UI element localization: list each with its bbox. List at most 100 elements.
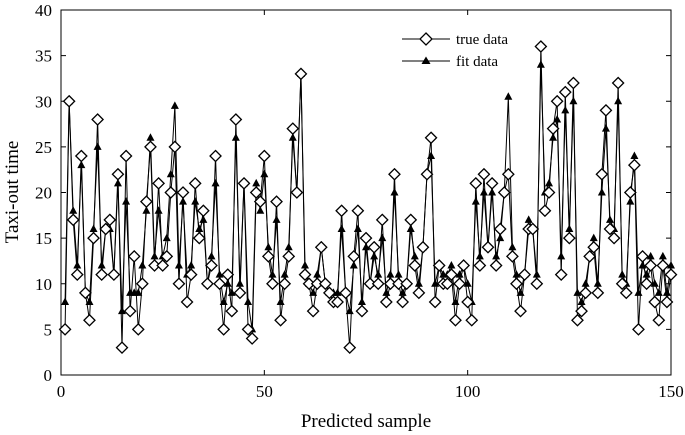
fit-data-point (73, 261, 82, 269)
fit-data-point (597, 188, 606, 196)
fit-data-point (313, 270, 322, 278)
x-tick-label: 50 (256, 382, 273, 401)
true-data-point (270, 195, 283, 209)
x-tick-label: 150 (658, 382, 684, 401)
fit-data-point (370, 251, 379, 260)
true-data-point (481, 240, 495, 254)
true-data-point (318, 277, 332, 291)
y-tick-label: 0 (44, 366, 53, 385)
legend-diamond-marker (419, 32, 433, 46)
series-layer (58, 40, 678, 355)
true-data-point (257, 149, 271, 163)
true-data-point (135, 277, 149, 291)
fit-data-point (557, 251, 566, 260)
fit-data-point (174, 261, 183, 269)
true-data-point (229, 113, 243, 126)
true-data-point (412, 286, 426, 300)
fit-data-point (85, 297, 94, 305)
fit-data-point (650, 279, 659, 287)
fit-data-point (455, 270, 464, 278)
y-tick-label: 20 (35, 184, 52, 203)
series-line-fit-data (64, 64, 672, 330)
true-data-point (127, 249, 141, 263)
x-tick-label: 100 (455, 382, 481, 401)
fit-data-point (333, 288, 342, 296)
fit-data-point (349, 261, 358, 269)
true-data-point (225, 304, 239, 318)
legend-label-fit-data: fit data (456, 54, 498, 70)
true-data-point (156, 259, 170, 272)
true-data-point (176, 186, 190, 199)
true-data-point (428, 295, 442, 309)
fit-data-point (97, 261, 106, 269)
true-data-point (168, 140, 182, 154)
true-data-point (233, 286, 247, 300)
fit-data-point (357, 297, 366, 305)
true-data-point (298, 268, 312, 282)
true-data-point (253, 195, 267, 209)
true-data-point (375, 213, 389, 227)
y-axis-title: Taxi-out time (2, 141, 23, 244)
true-data-point (562, 231, 576, 245)
fit-data-point (252, 178, 261, 187)
fit-data-point (142, 206, 151, 214)
y-tick-label: 15 (35, 229, 52, 248)
fit-data-point (667, 261, 675, 269)
true-data-point (477, 167, 491, 181)
fit-data-point (69, 206, 78, 214)
fit-data-point (398, 288, 407, 296)
true-data-point (217, 322, 231, 336)
fit-data-point (561, 105, 570, 114)
true-data-point (579, 286, 593, 300)
fit-data-point (577, 297, 586, 305)
true-data-point (274, 313, 288, 327)
true-data-point (388, 167, 401, 181)
fit-data-point (638, 261, 647, 269)
fit-data-point (162, 233, 171, 242)
true-data-point (514, 304, 527, 318)
fit-data-point (231, 133, 240, 141)
fit-data-point (601, 124, 610, 132)
true-data-point (196, 204, 210, 218)
fit-data-point (549, 133, 558, 141)
true-data-point (664, 268, 678, 282)
true-data-point (62, 94, 76, 108)
fit-data-point (244, 297, 253, 305)
true-data-point (619, 286, 633, 300)
true-data-point (595, 167, 609, 181)
fit-data-point (386, 270, 395, 278)
true-data-point (111, 167, 125, 181)
true-data-point (656, 259, 670, 272)
fit-data-point (362, 242, 370, 251)
legend-triangle-marker (421, 56, 431, 64)
fit-data-point (272, 215, 281, 223)
true-data-point (331, 295, 344, 309)
fit-data-point (260, 169, 269, 178)
true-data-point (501, 167, 515, 181)
true-data-point (526, 222, 540, 236)
fit-data-point (658, 251, 667, 260)
fit-data-point (337, 224, 346, 232)
fit-data-point (581, 279, 590, 287)
true-data-point (152, 176, 166, 190)
true-data-point (408, 259, 422, 272)
fit-data-point (280, 270, 289, 278)
fit-data-point (284, 242, 293, 251)
true-data-point (510, 277, 523, 291)
fit-data-point (345, 306, 354, 315)
true-data-point (164, 186, 178, 199)
true-data-point (558, 85, 572, 99)
fit-data-point (508, 242, 517, 251)
true-data-point (180, 295, 194, 309)
true-data-point (371, 277, 385, 291)
true-data-point (107, 268, 121, 282)
fit-data-point (276, 297, 285, 305)
true-data-point (518, 268, 532, 282)
fit-data-point (382, 288, 391, 296)
fit-data-point (146, 133, 155, 141)
true-data-point (644, 259, 658, 272)
fit-data-point (219, 297, 228, 305)
true-data-point (611, 76, 625, 90)
true-data-point (367, 240, 381, 254)
true-data-point (379, 295, 393, 309)
